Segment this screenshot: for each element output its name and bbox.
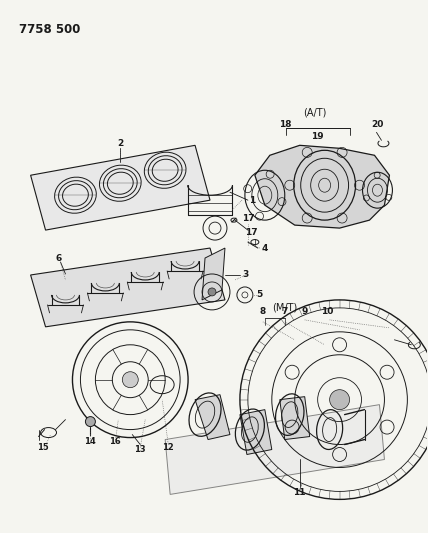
Polygon shape [255, 146, 389, 228]
Polygon shape [195, 394, 230, 440]
Text: 10: 10 [321, 308, 334, 317]
Text: 14: 14 [84, 437, 96, 446]
Text: 9: 9 [301, 308, 308, 317]
Text: 13: 13 [134, 445, 146, 454]
Text: 4: 4 [262, 244, 268, 253]
Text: 20: 20 [371, 120, 383, 129]
Circle shape [86, 417, 95, 426]
Text: 8: 8 [260, 308, 266, 317]
Text: 19: 19 [311, 132, 324, 141]
Circle shape [208, 288, 216, 296]
Text: 18: 18 [279, 120, 292, 129]
Polygon shape [30, 146, 210, 230]
Text: 2: 2 [117, 139, 123, 148]
Polygon shape [280, 397, 310, 440]
Text: 6: 6 [55, 254, 62, 263]
Polygon shape [30, 248, 225, 327]
Polygon shape [165, 405, 384, 495]
Text: 1: 1 [249, 196, 255, 205]
Circle shape [330, 390, 350, 410]
Text: 15: 15 [37, 443, 48, 452]
Text: 7758 500: 7758 500 [19, 22, 80, 36]
Text: (M/T): (M/T) [272, 303, 297, 313]
Text: 17: 17 [244, 228, 257, 237]
Text: 11: 11 [294, 488, 306, 497]
Text: 16: 16 [110, 437, 121, 446]
Text: 17: 17 [241, 214, 254, 223]
Polygon shape [202, 248, 225, 300]
Circle shape [122, 372, 138, 387]
Text: 5: 5 [257, 290, 263, 300]
Text: 3: 3 [243, 270, 249, 279]
Polygon shape [240, 410, 272, 455]
Text: (A/T): (A/T) [303, 108, 327, 117]
Text: 12: 12 [162, 443, 174, 452]
Text: 7: 7 [282, 308, 288, 317]
